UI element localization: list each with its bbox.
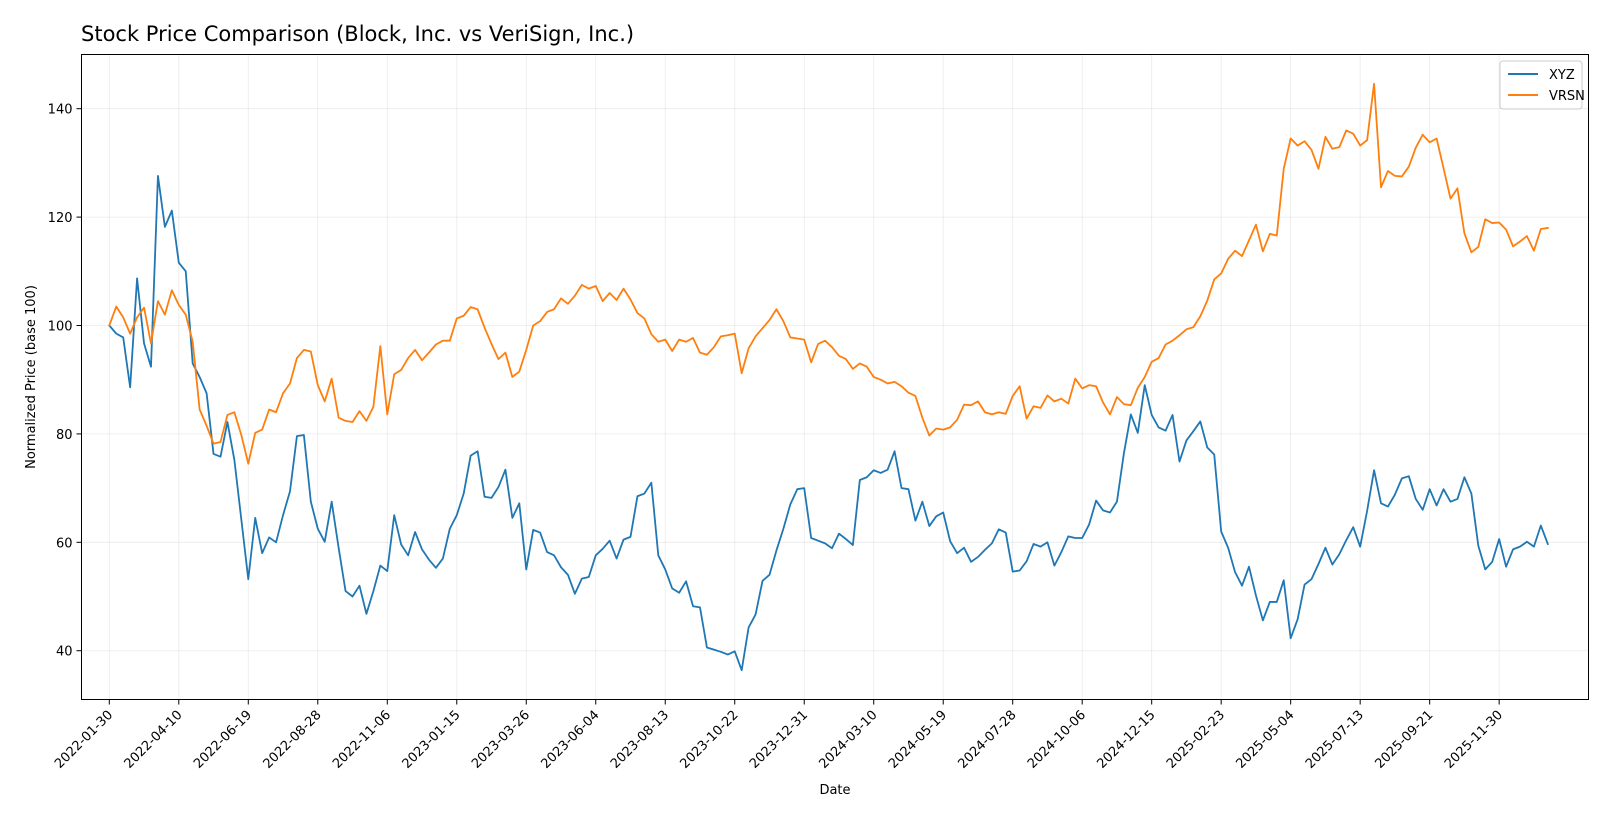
series-line-vrsn — [108, 82, 1549, 465]
y-axis-ticks: 40 60 80 100 120 140 — [48, 103, 82, 660]
y-tick-label: 140 — [48, 103, 73, 118]
y-tick-label: 80 — [56, 428, 73, 443]
legend-label-xyz: XYZ — [1549, 68, 1575, 83]
chart-title: Stock Price Comparison (Block, Inc. vs V… — [81, 22, 634, 46]
legend: XYZ VRSN — [1499, 60, 1585, 110]
x-axis-label: Date — [819, 783, 850, 798]
y-tick-label: 40 — [56, 645, 73, 660]
grid — [81, 54, 1589, 700]
plot-area-frame — [81, 54, 1589, 700]
y-axis-label: Normalized Price (base 100) — [24, 285, 39, 469]
series-line-xyz — [108, 175, 1549, 672]
y-tick-label: 120 — [48, 211, 73, 226]
y-tick-label: 60 — [56, 536, 73, 551]
y-tick-label: 100 — [48, 320, 73, 335]
legend-label-vrsn: VRSN — [1549, 89, 1585, 104]
series-lines — [108, 82, 1549, 672]
